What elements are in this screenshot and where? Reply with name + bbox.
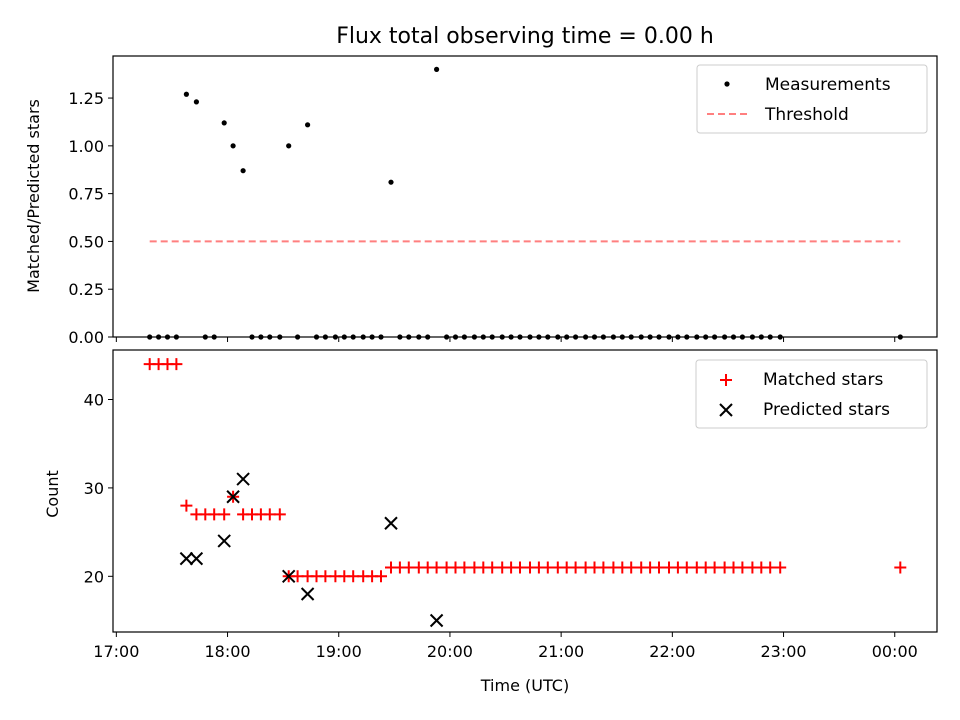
predicted-star-marker [189,551,204,566]
legend-matched-marker [720,374,732,386]
x-tick-label: 18:00 [204,642,250,661]
legend-predicted-label: Predicted stars [763,400,890,420]
predicted-star-marker [300,587,315,601]
matched-star-marker [374,570,387,583]
bottom-legend: Matched stars Predicted stars [695,359,928,429]
legend-predicted-marker [719,403,733,417]
x-tick-label: 23:00 [760,642,806,661]
legend-matched-label: Matched stars [763,370,883,390]
legend-measurements-label: Measurements [765,75,891,95]
matched-star-marker [513,561,526,574]
matched-star-marker [764,561,777,574]
top-legend: Measurements Threshold [696,64,928,134]
y-tick-label: 40 [84,391,104,410]
y-tick-label: 20 [84,567,104,586]
predicted-star-marker [179,551,194,566]
legend-threshold-label: Threshold [764,105,849,125]
measurement-point [221,120,227,126]
matched-star-marker [708,561,721,574]
bottom-panel: Count Time (UTC) 17:00 18:00 19:00 20:00 21:… [43,349,938,695]
measurement-point [305,122,311,128]
y-tick-label: 1.25 [68,89,104,108]
predicted-star-marker [236,472,250,486]
matched-star-marker [625,561,638,574]
matched-star-marker [541,561,554,574]
matched-star-marker [736,561,749,574]
matched-star-marker [170,358,183,371]
y-tick-label: 0.75 [68,185,104,204]
matched-star-marker [652,561,665,574]
y-tick-label: 0.50 [68,232,104,251]
matched-star-marker [273,508,286,521]
top-legend-box [696,64,928,134]
top-panel: Matched/Predicted stars 0.00 0.25 0.50 0.75… [24,55,938,347]
matched-star-marker [569,561,582,574]
y-tick-label: 0.25 [68,280,104,299]
matched-star-marker [263,508,276,521]
measurement-point [240,168,246,174]
y-tick-label: 0.00 [68,328,104,347]
matched-star-marker [430,561,443,574]
matched-star-marker [774,561,787,574]
measurement-point [433,66,440,72]
matched-star-marker [347,570,360,583]
top-y-axis-label: Matched/Predicted stars [24,99,43,293]
matched-star-marker [458,561,471,574]
top-axes-frame [112,55,938,338]
measurement-point [183,91,189,97]
x-tick-label: 00:00 [872,642,918,661]
y-tick-label: 1.00 [68,137,104,156]
bottom-axes-frame [112,349,938,633]
matched-star-marker [894,561,907,574]
matched-star-marker [291,570,304,583]
bottom-legend-box [695,359,928,429]
chart-title: Flux total observing time = 0.00 h [336,24,714,49]
matched-star-marker [486,561,499,574]
predicted-star-marker [226,490,240,504]
legend-measurements-marker [724,81,730,87]
measurement-point [193,99,200,105]
y-tick-label: 30 [84,479,104,498]
matched-star-marker [218,508,231,521]
predicted-star-marker [281,569,296,584]
measurement-point [388,179,394,185]
x-tick-label: 22:00 [649,642,695,661]
x-tick-label: 17:00 [93,642,139,661]
predicted-star-marker [429,613,444,628]
x-tick-label: 20:00 [427,642,473,661]
measurement-point [286,143,292,149]
predicted-star-marker [384,516,398,530]
matched-star-marker [208,508,221,521]
x-tick-label: 19:00 [316,642,362,661]
matched-star-marker [319,570,332,583]
bottom-x-axis-label: Time (UTC) [480,676,569,695]
bottom-y-axis-label: Count [43,470,62,518]
matched-star-marker [402,561,415,574]
measurement-point [230,143,236,149]
matched-star-marker [180,499,193,512]
predicted-star-marker [217,534,231,548]
matched-star-marker [597,561,610,574]
matched-star-marker [680,561,693,574]
bottom-plot-area: 17:00 18:00 19:00 20:00 21:00 22:00 23:00 00:00… [84,358,918,661]
x-tick-label: 21:00 [538,642,584,661]
